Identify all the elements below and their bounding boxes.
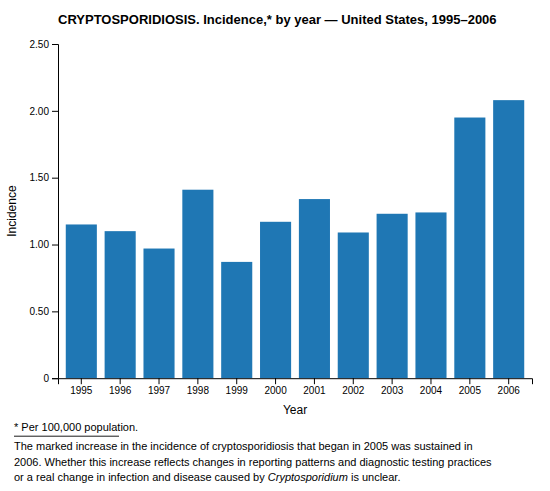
y-axis-line — [52, 45, 59, 379]
y-tick: 0.50 — [30, 306, 58, 317]
chart: 1995 1996 1997 1998 1999 2000 2001 2002 2003 2004… — [0, 0, 550, 491]
x-tick-label: 1995 — [70, 385, 93, 396]
y-tick-mark — [52, 178, 58, 179]
x-tick-mark — [275, 378, 276, 384]
y-tick-mark — [52, 245, 58, 246]
x-tick: 2005 — [459, 378, 482, 396]
bar — [182, 190, 213, 378]
x-tick-label: 1999 — [226, 385, 249, 396]
x-tick: 1997 — [148, 378, 171, 396]
y-axis-title: Incidence — [5, 185, 19, 237]
x-tick-label: 2002 — [342, 385, 365, 396]
x-tick: 2002 — [342, 378, 365, 396]
x-tick-label: 2001 — [303, 385, 326, 396]
x-tick: 2004 — [420, 378, 443, 396]
y-tick-label: 2.00 — [30, 106, 50, 117]
footnote-part: is unclear. — [348, 471, 401, 483]
footnote-part: or a real change in infection and diseas… — [14, 471, 268, 483]
y-tick: 2.50 — [30, 39, 58, 50]
bar — [493, 100, 524, 378]
x-tick: 2003 — [381, 378, 404, 396]
footnote: or a real change in infection and diseas… — [14, 471, 400, 483]
footnote-separator — [14, 436, 119, 437]
x-tick-mark — [469, 378, 470, 384]
bar — [454, 118, 485, 379]
x-tick-label: 2000 — [264, 385, 287, 396]
x-tick: 1998 — [187, 378, 210, 396]
x-tick-mark — [508, 378, 509, 384]
x-axis: 1995 1996 1997 1998 1999 2000 2001 2002 2003 2004… — [59, 378, 533, 396]
y-tick-mark — [52, 311, 58, 312]
bar — [105, 231, 136, 378]
x-tick-label: 2006 — [498, 385, 521, 396]
bar — [260, 222, 291, 378]
x-tick-mark — [81, 378, 82, 384]
x-tick: 2006 — [498, 378, 521, 396]
footnote-part: Cryptosporidium — [268, 471, 348, 483]
x-tick-mark — [353, 378, 354, 384]
x-tick-mark — [159, 378, 160, 384]
x-tick-label: 2005 — [459, 385, 482, 396]
bar — [221, 262, 252, 378]
y-tick-mark — [52, 111, 58, 112]
y-tick: 0 — [43, 373, 58, 384]
y-tick: 1.50 — [30, 172, 58, 183]
y-tick-label: 1.50 — [30, 172, 50, 183]
x-tick-label: 2004 — [420, 385, 443, 396]
x-tick-mark — [430, 378, 431, 384]
x-tick-mark — [120, 378, 121, 384]
y-tick-label: 1.00 — [30, 239, 50, 250]
x-tick-mark — [314, 378, 315, 384]
y-tick: 2.00 — [30, 106, 58, 117]
bar — [299, 199, 330, 378]
x-tick-label: 1997 — [148, 385, 171, 396]
y-tick: 1.00 — [30, 239, 58, 250]
y-tick-mark — [52, 44, 58, 45]
x-tick-mark — [197, 378, 198, 384]
marks — [66, 100, 524, 378]
y-tick-label: 0.50 — [30, 306, 50, 317]
plot: 1995 1996 1997 1998 1999 2000 2001 2002 2003 2004… — [30, 39, 533, 397]
x-tick-mark — [392, 378, 393, 384]
footnote: The marked increase in the incidence of … — [14, 440, 473, 452]
x-tick: 1996 — [109, 378, 132, 396]
footnote: 2006. Whether this increase reflects cha… — [14, 456, 492, 468]
bar — [66, 224, 97, 378]
y-tick-label: 0 — [43, 373, 49, 384]
x-axis-line — [59, 379, 533, 385]
x-axis-title: Year — [283, 403, 307, 417]
title: CRYPTOSPORIDIOSIS. Incidence,* by year —… — [58, 12, 497, 27]
bar — [143, 249, 174, 379]
y-axis: 0 0.50 1.00 1.50 2.00 2.50 — [30, 39, 59, 384]
y-tick-mark — [52, 378, 58, 379]
bar — [338, 232, 369, 378]
bar — [377, 214, 408, 378]
x-tick-mark — [236, 378, 237, 384]
footnote: * Per 100,000 population. — [14, 421, 138, 433]
x-tick: 1995 — [70, 378, 93, 396]
x-tick: 2001 — [303, 378, 326, 396]
x-tick: 2000 — [264, 378, 287, 396]
bar — [415, 212, 446, 378]
y-tick-label: 2.50 — [30, 39, 50, 50]
x-tick: 1999 — [226, 378, 249, 396]
x-tick-label: 1998 — [187, 385, 210, 396]
x-tick-label: 1996 — [109, 385, 132, 396]
x-tick-label: 2003 — [381, 385, 404, 396]
